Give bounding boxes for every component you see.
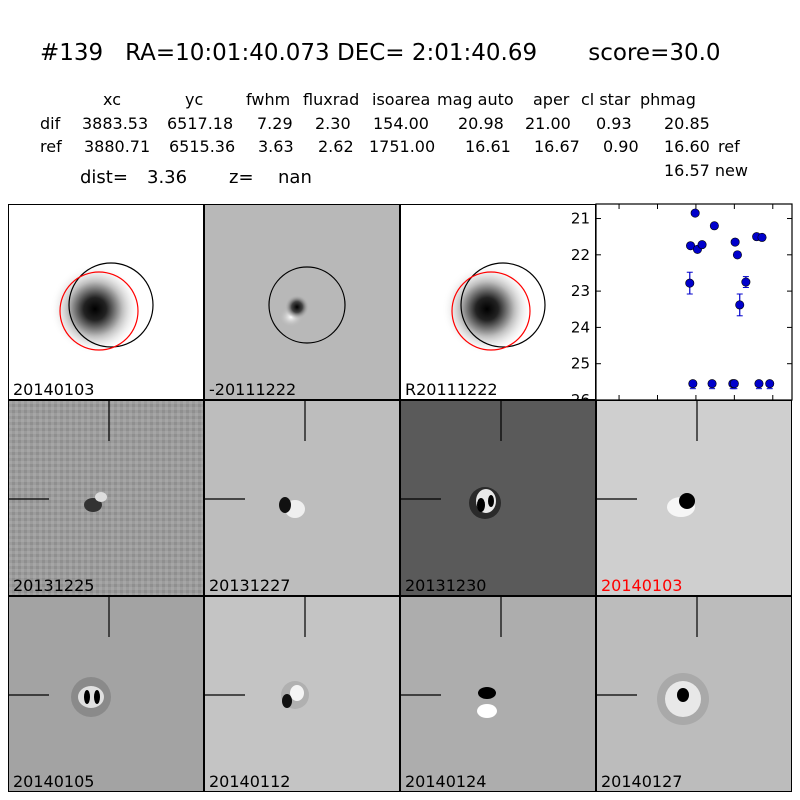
table-cell: 6515.36	[169, 137, 236, 156]
epoch-panel: 20131227	[204, 400, 400, 596]
ref-image-stamp	[442, 262, 546, 354]
table-cell: 1751.00	[369, 137, 436, 156]
table-cell: 2.30	[315, 114, 351, 133]
dist-label: dist=	[80, 167, 128, 188]
col-header-fwhm: fwhm	[246, 90, 291, 109]
data-point	[735, 300, 745, 310]
table-cell: 7.29	[257, 114, 293, 133]
light-curve-svg: 212223242526−100−50050100	[571, 203, 793, 422]
panel-label: 20140103	[13, 380, 95, 399]
row-label-dif: dif	[40, 114, 61, 133]
epoch-stamp	[9, 401, 203, 595]
epoch-panel: 20140103	[596, 400, 792, 596]
epoch-label: 20140127	[601, 772, 683, 791]
epoch-stamp	[597, 597, 709, 725]
table-cell: 16.67	[534, 137, 580, 156]
epoch-stamp	[9, 597, 111, 717]
new-phmag: 16.57 new	[664, 161, 748, 180]
candidate-title: #139 RA=10:01:40.073 DEC= 2:01:40.69 sco…	[40, 40, 721, 66]
epoch-label: 20131227	[209, 576, 291, 595]
epoch-label-highlighted: 20140103	[601, 576, 683, 595]
ref-aperture-circle	[59, 271, 139, 351]
table-cell: 16.60	[664, 137, 710, 156]
table-cell: 20.85	[664, 114, 710, 133]
data-point	[688, 379, 698, 389]
col-header-cl-star: cl star	[581, 90, 631, 109]
ref-tag: ref	[718, 137, 740, 156]
epoch-panel: 20131225	[8, 400, 204, 596]
table-cell: 2.62	[318, 137, 354, 156]
diff-image-panel: -20111222	[204, 204, 400, 400]
new-image-stamp	[50, 262, 154, 354]
light-curve-plot: 212223242526−100−50050100	[571, 203, 793, 422]
epoch-stamp	[401, 597, 502, 718]
epoch-label: 20140112	[209, 772, 291, 791]
z-label: z=	[229, 167, 254, 188]
data-point	[757, 232, 767, 242]
epoch-label: 20131225	[13, 576, 95, 595]
epoch-stamp	[597, 401, 698, 517]
table-cell: 21.00	[525, 114, 571, 133]
col-header-fluxrad: fluxrad	[303, 90, 360, 109]
data-point	[707, 379, 717, 389]
epoch-panel: 20140112	[204, 596, 400, 792]
star-blob	[442, 264, 532, 354]
epoch-label: 20131230	[405, 576, 487, 595]
new-image-panel: 20140103	[8, 204, 204, 400]
y-tick-label: 24	[571, 318, 590, 336]
y-tick-label: 21	[571, 210, 590, 228]
table-cell: 16.61	[465, 137, 511, 156]
epoch-stamp	[401, 401, 502, 519]
table-cell: 0.90	[603, 137, 639, 156]
star-blob	[50, 264, 140, 354]
epoch-panel: 20140127	[596, 596, 792, 792]
col-header-aper: aper	[533, 90, 570, 109]
epoch-panel: 20131230	[400, 400, 596, 596]
aperture-circle	[68, 262, 154, 348]
table-cell: 6517.18	[167, 114, 234, 133]
epoch-label: 20140124	[405, 772, 487, 791]
epoch-stamp	[205, 597, 309, 709]
y-tick-label: 25	[571, 355, 590, 373]
dist-value: 3.36	[147, 167, 188, 188]
aperture-circle	[268, 266, 346, 344]
table-cell: 20.98	[458, 114, 504, 133]
data-point	[690, 208, 700, 218]
table-cell: 3.63	[258, 137, 294, 156]
ref-aperture-circle	[451, 271, 531, 351]
aperture-circle	[460, 262, 546, 348]
data-point	[765, 379, 775, 389]
z-value: nan	[278, 167, 312, 188]
row-label-ref: ref	[40, 137, 62, 156]
data-point	[709, 221, 719, 231]
epoch-panel: 20140105	[8, 596, 204, 792]
data-point	[729, 379, 739, 389]
data-point	[697, 240, 707, 250]
col-header-phmag: phmag	[640, 90, 696, 109]
residual-blob	[285, 295, 309, 319]
data-point	[741, 277, 751, 287]
epoch-panel: 20140124	[400, 596, 596, 792]
epoch-stamp	[205, 401, 306, 518]
table-cell: 3883.53	[82, 114, 149, 133]
ref-image-panel: R20111222	[400, 204, 596, 400]
y-tick-label: 23	[571, 282, 590, 300]
data-point	[686, 241, 696, 251]
table-cell: 0.93	[596, 114, 632, 133]
col-header-xc: xc	[103, 90, 121, 109]
col-header-yc: yc	[185, 90, 204, 109]
data-point	[732, 250, 742, 260]
col-header-mag-auto: mag auto	[437, 90, 514, 109]
data-point	[754, 379, 764, 389]
diff-image-stamp	[268, 266, 346, 344]
col-header-isoarea: isoarea	[372, 90, 431, 109]
panel-label: R20111222	[405, 380, 498, 399]
data-point	[730, 237, 740, 247]
data-point	[685, 278, 695, 288]
epoch-label: 20140105	[13, 772, 95, 791]
table-cell: 154.00	[373, 114, 429, 133]
y-tick-label: 22	[571, 246, 590, 264]
panel-label: -20111222	[209, 380, 297, 399]
table-cell: 3880.71	[84, 137, 151, 156]
